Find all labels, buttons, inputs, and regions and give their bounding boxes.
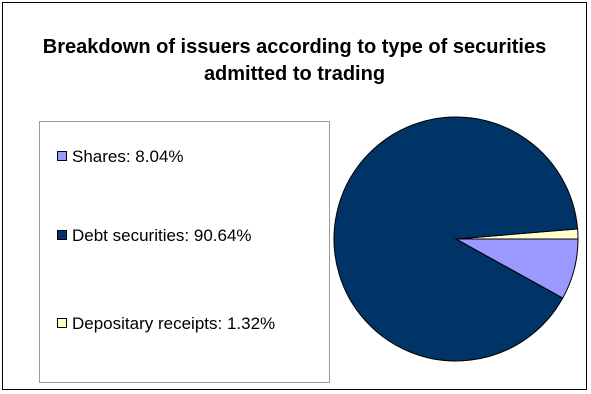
pie-chart <box>3 3 587 390</box>
chart-frame: Breakdown of issuers according to type o… <box>2 2 587 390</box>
